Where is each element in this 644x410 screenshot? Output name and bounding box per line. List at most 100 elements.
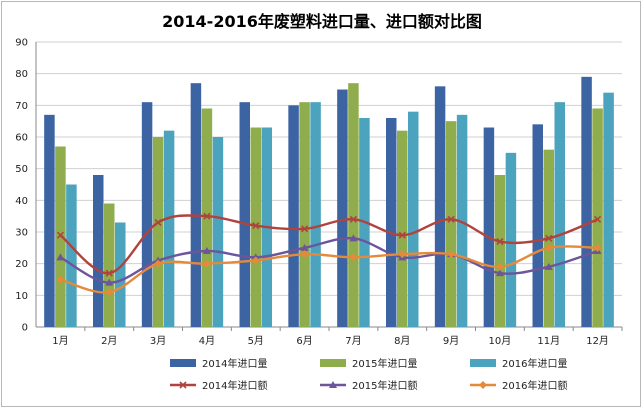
marker-diamond: [447, 250, 456, 259]
y-tick-label: 70: [15, 101, 28, 112]
legend-swatch: [470, 359, 496, 367]
marker-x: [398, 231, 406, 239]
marker-diamond: [593, 243, 602, 252]
legend-swatch: [320, 359, 346, 367]
marker-triangle: [105, 278, 114, 286]
bar: [337, 89, 348, 327]
y-tick-label: 90: [15, 38, 28, 49]
marker-x: [545, 234, 553, 242]
y-axis-ticks: 0 10 20 30 40 50 60 70 80 90: [15, 38, 28, 334]
marker-x: [301, 225, 309, 233]
bar: [592, 108, 603, 327]
marker-diamond: [300, 250, 309, 259]
bar: [505, 152, 517, 327]
bar: [581, 76, 592, 327]
x-tick-label: 10月: [489, 335, 512, 347]
marker-x: [203, 212, 211, 220]
bar: [603, 92, 614, 328]
x-tick-label: 5月: [248, 335, 264, 347]
x-tick-label: 8月: [394, 335, 410, 347]
y-tick-label: 80: [15, 69, 28, 80]
marker-triangle: [56, 253, 65, 261]
marker-x: [594, 215, 602, 223]
bar: [299, 102, 310, 328]
marker-diamond: [251, 256, 260, 265]
x-tick-label: 3月: [150, 335, 166, 347]
bar: [55, 146, 66, 327]
legend-label: 2016年进口量: [502, 357, 567, 370]
x-tick-label: 12月: [586, 335, 609, 347]
marker-diamond: [105, 288, 114, 297]
bar: [66, 184, 77, 327]
legend: 2014年进口量 2015年进口量 2016年进口量 2014年进口额 2015年进口额…: [170, 357, 567, 392]
bar: [104, 203, 115, 327]
marker-diamond: [349, 253, 358, 262]
bar: [141, 102, 153, 328]
marker-x: [349, 215, 357, 223]
marker-x: [179, 381, 187, 389]
bar: [494, 175, 506, 327]
marker-triangle: [329, 381, 337, 388]
bar: [456, 114, 468, 327]
series-line: [60, 245, 598, 294]
bar: [163, 130, 175, 327]
y-tick-label: 40: [15, 196, 28, 207]
marker-diamond: [202, 259, 211, 268]
y-tick-label: 30: [15, 228, 28, 239]
marker-triangle: [202, 247, 211, 254]
chart-title: 2014-2016年废塑料进口量、进口额对比图: [162, 12, 482, 31]
x-tick-label: 1月: [52, 335, 68, 347]
x-tick-label: 4月: [199, 335, 215, 347]
marker-diamond: [398, 250, 407, 259]
bar: [250, 127, 261, 327]
bar: [397, 130, 408, 327]
bar: [288, 105, 299, 327]
bar: [115, 222, 126, 327]
legend-label: 2016年进口额: [502, 379, 567, 392]
marker-diamond: [479, 381, 487, 389]
bar: [386, 118, 397, 327]
y-tick-label: 10: [15, 291, 28, 302]
bar: [44, 114, 55, 327]
legend-label: 2015年进口额: [352, 379, 417, 392]
bar: [239, 102, 250, 328]
y-tick-label: 50: [15, 164, 28, 175]
legend-label: 2014年进口额: [202, 379, 267, 392]
bar: [348, 83, 359, 328]
bars: [44, 76, 614, 328]
legend-label: 2015年进口量: [352, 357, 417, 370]
marker-diamond: [154, 259, 163, 268]
marker-diamond: [495, 262, 504, 271]
marker-x: [447, 215, 455, 223]
bar: [483, 127, 495, 327]
marker-x: [496, 237, 504, 246]
legend-swatch: [170, 359, 196, 367]
bar: [532, 124, 543, 327]
x-tick-label: 2月: [101, 335, 117, 347]
bar: [190, 83, 202, 328]
bar: [212, 137, 224, 327]
x-tick-label: 11月: [537, 335, 560, 347]
y-tick-label: 60: [15, 133, 28, 144]
marker-triangle: [544, 262, 553, 270]
marker-x: [56, 231, 64, 239]
marker-diamond: [544, 243, 553, 252]
bar: [554, 102, 565, 328]
marker-triangle: [495, 269, 504, 277]
marker-triangle: [300, 243, 309, 251]
marker-x: [105, 269, 113, 277]
x-tick-label: 6月: [296, 335, 312, 347]
marker-triangle: [349, 234, 358, 242]
bar: [201, 108, 213, 327]
series-line: [59, 236, 598, 284]
bar: [445, 121, 457, 328]
marker-diamond: [56, 275, 65, 284]
marker-x: [154, 218, 162, 227]
x-axis-ticks: 1月 2月 3月 4月 5月 6月 7月 8月 9月 10月 11月 12月: [52, 327, 623, 347]
bar: [152, 137, 164, 327]
x-tick-label: 7月: [345, 335, 361, 347]
lines: [56, 212, 602, 297]
x-tick-label: 9月: [443, 335, 459, 347]
bar: [93, 175, 104, 327]
bar: [434, 86, 446, 327]
